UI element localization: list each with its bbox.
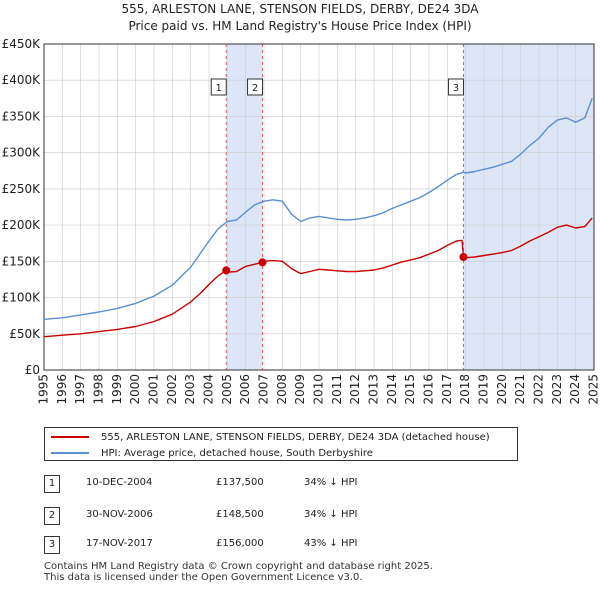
legend-swatch-hpi (51, 452, 89, 454)
y-tick-label: £400K (2, 73, 42, 87)
x-tick-label: 2018 (458, 374, 472, 405)
chart-subtitle: Price paid vs. HM Land Registry's House … (128, 19, 472, 33)
y-tick-label: £150K (2, 254, 42, 268)
transaction-number: 3 (44, 536, 60, 554)
x-tick-label: 2012 (348, 374, 362, 405)
transaction-hpi-diff: 34% ↓ HPI (304, 477, 358, 488)
x-tick-label: 2011 (330, 374, 344, 405)
sale-point (459, 252, 468, 261)
x-tick-label: 2025 (587, 374, 600, 405)
y-axis-ticks: £0 £50K £100K £150K £200K £250K £300K £350K £400… (2, 37, 42, 377)
y-tick-label: £50K (9, 327, 41, 341)
sale-label-box (447, 78, 464, 96)
y-tick-label: £350K (2, 109, 42, 123)
transaction-price: £137,500 (216, 477, 264, 488)
footer-license: This data is licensed under the Open Gov… (44, 572, 363, 583)
x-tick-label: 1995 (37, 374, 51, 405)
x-tick-label: 1999 (110, 374, 124, 405)
sale-label-text: 3 (453, 83, 459, 94)
x-tick-label: 1996 (55, 374, 69, 405)
sale-point (222, 266, 231, 275)
x-tick-label: 2013 (367, 374, 381, 405)
transaction-number: 1 (44, 475, 60, 493)
chart-legend: 555, ARLESTON LANE, STENSON FIELDS, DERB… (44, 427, 518, 461)
x-tick-label: 2005 (220, 374, 234, 405)
footer-copyright: Contains HM Land Registry data © Crown c… (44, 561, 433, 572)
sale-dots (222, 252, 468, 275)
sale-label-box (210, 78, 227, 96)
x-tick-label: 2022 (532, 374, 546, 405)
transaction-price: £148,500 (216, 509, 264, 520)
x-tick-label: 2023 (550, 374, 564, 405)
highlighted-periods (226, 44, 594, 370)
sale-labels: 1 2 3 (210, 78, 464, 96)
sale-label-text: 2 (252, 83, 258, 94)
plot-frame (43, 43, 595, 371)
transaction-date: 30-NOV-2006 (86, 509, 153, 520)
x-tick-label: 1997 (73, 374, 87, 405)
transaction-price: £156,000 (216, 538, 264, 549)
transaction-hpi-diff: 43% ↓ HPI (304, 538, 358, 549)
x-tick-label: 2001 (147, 374, 161, 405)
legend-label-hpi: HPI: Average price, detached house, Sout… (101, 447, 373, 459)
x-tick-label: 2017 (440, 374, 454, 405)
sale-label-box (247, 78, 264, 96)
legend-label-property: 555, ARLESTON LANE, STENSON FIELDS, DERB… (101, 431, 490, 443)
x-tick-label: 2015 (403, 374, 417, 405)
legend-item-hpi: HPI: Average price, detached house, Sout… (51, 446, 373, 460)
transaction-number: 2 (44, 507, 60, 525)
x-tick-label: 2021 (513, 374, 527, 405)
transaction-date: 17-NOV-2017 (86, 538, 153, 549)
shaded-period (463, 44, 594, 370)
x-tick-label: 2010 (312, 374, 326, 405)
transaction-date: 10-DEC-2004 (86, 477, 153, 488)
y-tick-label: £200K (2, 218, 42, 232)
y-tick-label: £300K (2, 146, 42, 160)
x-tick-label: 2016 (422, 374, 436, 405)
sale-label-text: 1 (216, 83, 222, 94)
chart-title: 555, ARLESTON LANE, STENSON FIELDS, DERB… (121, 2, 479, 16)
sale-point (258, 258, 267, 267)
y-tick-label: £0 (25, 363, 40, 377)
x-tick-label: 2003 (183, 374, 197, 405)
x-tick-label: 2008 (275, 374, 289, 405)
x-tick-label: 2007 (257, 374, 271, 405)
x-tick-label: 2009 (293, 374, 307, 405)
transaction-hpi-diff: 34% ↓ HPI (304, 509, 358, 520)
x-tick-label: 2020 (495, 374, 509, 405)
property-series-line (43, 217, 593, 338)
y-tick-label: £250K (2, 182, 42, 196)
x-tick-label: 2024 (568, 374, 582, 405)
x-tick-label: 2004 (202, 374, 216, 405)
x-tick-label: 1998 (92, 374, 106, 405)
shaded-period (226, 44, 263, 370)
x-tick-label: 2002 (165, 374, 179, 405)
x-tick-label: 2006 (238, 374, 252, 405)
x-axis-ticks: 1995 1996 1997 1998 1999 2000 2001 2002 2003 2004… (37, 374, 600, 405)
y-tick-label: £450K (2, 37, 42, 51)
sale-marker-lines (225, 44, 464, 370)
legend-item-property: 555, ARLESTON LANE, STENSON FIELDS, DERB… (51, 430, 490, 444)
hpi-series-line (43, 98, 593, 320)
x-tick-label: 2000 (128, 374, 142, 405)
series-lines (43, 98, 593, 338)
y-tick-label: £100K (2, 291, 42, 305)
price-chart: 1 2 3 £0 £50K £100K £150K £200K £250K £300K £350K… (2, 37, 600, 405)
x-tick-label: 2014 (385, 374, 399, 405)
x-tick-label: 2019 (477, 374, 491, 405)
legend-swatch-property (51, 436, 89, 438)
